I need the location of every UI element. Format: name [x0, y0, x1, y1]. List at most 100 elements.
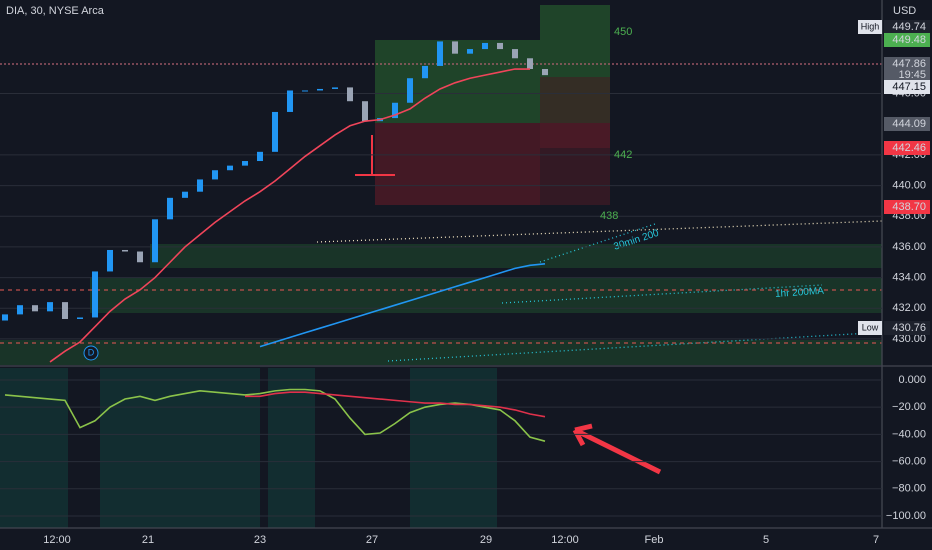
- price-badge-label: 447.15: [892, 81, 926, 93]
- candle-body: [2, 314, 8, 321]
- price-badge-label: 430.76: [892, 322, 926, 334]
- stop-zone: [540, 123, 610, 148]
- y-tick-label: −40.00: [892, 428, 926, 440]
- price-badge: [884, 20, 930, 34]
- candle-body: [197, 179, 203, 192]
- candle-body: [212, 170, 218, 180]
- stop-zone: [375, 123, 540, 205]
- price-tag: [858, 321, 882, 335]
- price-tag: [858, 20, 882, 34]
- x-tick-label: 21: [142, 534, 154, 546]
- y-tick-label: 436.00: [892, 241, 926, 253]
- y-tick-label: 430.00: [892, 333, 926, 345]
- series-line: [4, 388, 546, 442]
- x-tick-label: Feb: [645, 534, 664, 546]
- chart-title: DIA, 30, NYSE Arca: [6, 5, 105, 17]
- osc-shade: [410, 368, 497, 528]
- candle-body: [287, 90, 293, 112]
- price-tag-label: High: [861, 21, 880, 31]
- candle-body: [452, 41, 458, 54]
- x-tick-label: 12:00: [551, 534, 579, 546]
- candle-body: [182, 191, 188, 198]
- x-tick-label: 5: [763, 534, 769, 546]
- support-zone: [90, 278, 882, 313]
- x-tick-label: 29: [480, 534, 492, 546]
- price-badge: [884, 117, 930, 131]
- y-tick-label: −60.00: [892, 456, 926, 468]
- candle-body: [317, 88, 323, 91]
- candle-body: [32, 305, 38, 312]
- price-badge: [884, 57, 930, 82]
- candle-body: [17, 305, 23, 315]
- stop-zone: [540, 148, 610, 205]
- target-zone: [540, 5, 610, 77]
- osc-shade: [268, 368, 315, 528]
- price-badge-label: 438.70: [892, 201, 926, 213]
- price-badge-label: 447.86: [892, 58, 926, 70]
- trend-line: [387, 332, 871, 362]
- candle-body: [242, 161, 248, 166]
- candle-body: [47, 302, 53, 312]
- support-zone: [150, 244, 882, 268]
- candle-body: [302, 90, 308, 92]
- candle-body: [482, 42, 488, 50]
- candle-body: [62, 302, 68, 319]
- currency: USD: [893, 5, 916, 17]
- x-tick-label: 7: [873, 534, 879, 546]
- candle-body: [257, 151, 263, 162]
- price-badge: [884, 200, 930, 214]
- series-line: [259, 262, 546, 348]
- candle-body: [332, 87, 338, 89]
- price-badge-label: 449.48: [892, 34, 926, 46]
- candle-body: [347, 87, 353, 102]
- candle-body: [137, 251, 143, 263]
- y-tick-label: −20.00: [892, 401, 926, 413]
- y-tick-label: −80.00: [892, 483, 926, 495]
- x-tick-label: 27: [366, 534, 378, 546]
- price-badge-label: 444.09: [892, 118, 926, 130]
- candle-body: [77, 317, 83, 319]
- candle-body: [407, 78, 413, 103]
- position-label: 442: [614, 149, 632, 161]
- candle-body: [227, 165, 233, 171]
- candle-body: [437, 41, 443, 66]
- y-tick-label: 0.000: [898, 374, 926, 386]
- candle-body: [167, 197, 173, 220]
- price-badge: [884, 33, 930, 47]
- candle-body: [272, 111, 278, 152]
- x-tick-label: 23: [254, 534, 266, 546]
- y-tick-label: 434.00: [892, 271, 926, 283]
- price-badge-label: 449.74: [892, 21, 926, 33]
- osc-shade: [100, 368, 260, 528]
- candle-body: [122, 249, 128, 252]
- annotation: 1hr 200MA: [775, 286, 825, 300]
- trend-line: [539, 223, 656, 263]
- candle-body: [527, 58, 533, 70]
- support-zone: [0, 340, 882, 365]
- candle-body: [92, 271, 98, 318]
- candle-body: [542, 69, 548, 76]
- price-badge: [884, 80, 930, 94]
- y-tick-label: −100.00: [886, 510, 926, 522]
- position-label: 438: [600, 210, 618, 222]
- candle-body: [392, 102, 398, 119]
- price-tag-label: Low: [862, 322, 879, 332]
- event-label: D: [88, 347, 95, 357]
- arrow: [572, 423, 662, 475]
- candle-body: [152, 219, 158, 263]
- series-line: [49, 68, 530, 363]
- candle-body: [107, 249, 113, 272]
- price-badge: [884, 321, 930, 335]
- price-badge: [884, 141, 930, 155]
- candle-body: [362, 101, 368, 122]
- y-tick-label: 440.00: [892, 179, 926, 191]
- event-marker: [83, 345, 99, 361]
- y-tick-label: 432.00: [892, 302, 926, 314]
- mid-zone: [540, 77, 610, 123]
- price-badge-time: 19:45: [898, 69, 926, 81]
- candle-body: [422, 65, 428, 79]
- price-badge-label: 442.46: [892, 142, 926, 154]
- x-tick-label: 12:00: [43, 534, 71, 546]
- candle-body: [497, 42, 503, 50]
